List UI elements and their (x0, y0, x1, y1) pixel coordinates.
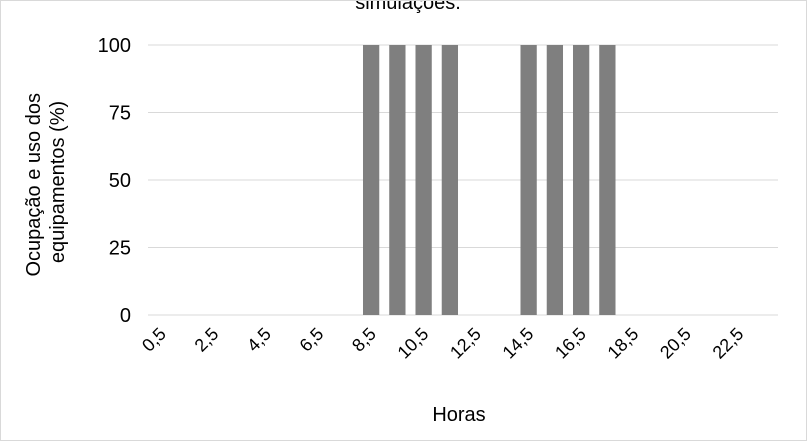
y-tick-label: 0 (120, 305, 131, 327)
bar-10,5 (415, 45, 432, 315)
bar-15,5 (546, 45, 564, 315)
bar-14,5 (520, 45, 537, 315)
x-tick-label: 14,5 (499, 324, 538, 363)
x-axis-title: Horas (432, 404, 485, 426)
y-axis-title-line-1: Ocupação e uso dos (23, 93, 45, 276)
x-tick-label: 10,5 (394, 324, 433, 363)
x-tick-label: 8,5 (348, 324, 380, 356)
bar-11,5 (441, 45, 459, 315)
bar-8,5 (362, 45, 380, 315)
y-axis-title-line-2: equipamentos (%) (47, 101, 69, 263)
y-tick-label: 50 (109, 170, 131, 192)
x-tick-labels: 0,5 2,5 4,5 6,5 8,5 10,5 12,5 14,5 16,5 18,5 20,5 2… (138, 324, 747, 363)
y-tick-label: 100 (98, 35, 131, 57)
y-tick-labels: 0 25 50 75 100 (98, 35, 131, 327)
x-tick-label: 18,5 (604, 324, 643, 363)
x-tick-label: 16,5 (551, 324, 590, 363)
y-tick-label: 75 (109, 103, 131, 125)
x-tick-label: 0,5 (138, 324, 170, 356)
bars (362, 45, 616, 315)
y-tick-label: 25 (109, 238, 131, 260)
chart-title: simulações. (355, 1, 461, 14)
gridlines (148, 44, 778, 316)
x-tick-label: 20,5 (656, 324, 695, 363)
bar-16,5 (572, 45, 590, 315)
x-tick-label: 2,5 (191, 324, 223, 356)
x-tick-label: 4,5 (243, 324, 275, 356)
x-tick-label: 12,5 (446, 324, 485, 363)
bar-17,5 (599, 45, 616, 315)
x-tick-label: 22,5 (709, 324, 748, 363)
bar-9,5 (389, 45, 406, 315)
x-tick-label: 6,5 (296, 324, 328, 356)
y-axis-title: Ocupação e uso dos equipamentos (%) (23, 87, 69, 276)
